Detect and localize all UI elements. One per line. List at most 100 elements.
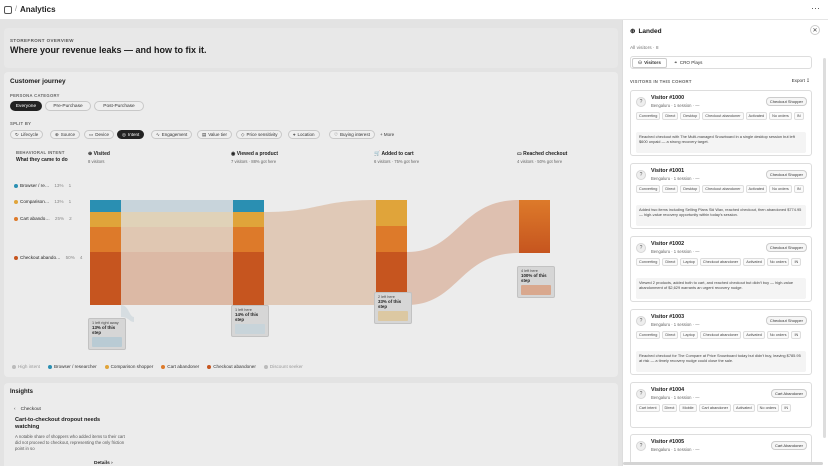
visitor-name: Visitor #1000 xyxy=(651,95,685,101)
split-source[interactable]: ⊕ Source xyxy=(50,130,81,139)
tag: IN xyxy=(791,331,802,339)
split-more[interactable]: + More xyxy=(380,132,395,137)
callout-top: 4 left here xyxy=(521,269,538,273)
split-device[interactable]: ▭ Device xyxy=(84,130,115,139)
visitor-name: Visitor #1001 xyxy=(651,168,685,174)
link-icon: ⚭ xyxy=(673,59,678,65)
stage-viewed-product-sub: 7 visitors · 88% got here xyxy=(231,159,277,164)
callout-mini-bar xyxy=(235,324,265,334)
visitor-tags: Converting Direct Laptop Checkout abandoner… xyxy=(636,331,808,339)
callout-mini-bar xyxy=(521,285,551,295)
visitor-card[interactable]: ? Visitor #1001 Bengaluru · 1 session · … xyxy=(630,163,812,229)
intent-row-browser[interactable]: Browser / re… 13% 1 xyxy=(14,183,71,188)
dropoff-callout-viewed: 1 left here 14% of this step xyxy=(231,305,269,337)
callout-top: 2 left here xyxy=(378,295,395,299)
visitor-tags: Converting Direct Desktop Checkout abandone… xyxy=(636,112,808,120)
tag: Laptop xyxy=(680,258,698,266)
intent-name: Browser / re… xyxy=(20,183,50,188)
device-icon: ▭ xyxy=(89,131,94,137)
segment-checkout-abandoner xyxy=(233,252,264,305)
legend-high-intent: High intent xyxy=(12,364,40,369)
details-label: Details xyxy=(94,461,110,466)
persona-everyone[interactable]: Everyone xyxy=(10,101,42,111)
split-location[interactable]: ⌖ Location xyxy=(288,130,320,139)
tag: Cart abandoner xyxy=(698,404,732,412)
visitor-card[interactable]: ? Visitor #1000 Bengaluru · 1 session · … xyxy=(630,90,812,156)
intent-dot xyxy=(14,216,18,221)
intent-question: What they came to do xyxy=(16,157,68,163)
visitor-name: Visitor #1003 xyxy=(651,314,685,320)
bar-reached-checkout[interactable] xyxy=(519,200,550,253)
segment-comparison xyxy=(376,200,407,226)
stage-viewed-product-label: Viewed a product xyxy=(236,151,279,157)
sankey-flows xyxy=(121,200,519,322)
split-source-label: Source xyxy=(60,132,76,137)
intent-row-checkout-abandoner[interactable]: Checkout abando… 50% 4 xyxy=(14,255,82,260)
bar-visited[interactable] xyxy=(90,200,121,305)
insights-title: Insights xyxy=(10,389,34,395)
visitor-tags: Converting Direct Desktop Checkout abandone… xyxy=(636,185,808,193)
chevron-left-icon[interactable]: ‹ xyxy=(14,407,16,412)
flow-drop-browser xyxy=(121,305,134,322)
visitor-badge: Checkout Shopper xyxy=(765,170,807,179)
visitor-card[interactable]: ? Visitor #1004 Bengaluru · 1 session · … xyxy=(630,382,812,428)
flow-browser xyxy=(121,200,233,212)
callout-main: 13% of this step xyxy=(92,325,116,335)
tag: No orders xyxy=(756,404,780,412)
intent-dot xyxy=(14,199,18,204)
tag: Cart intent xyxy=(636,404,660,412)
callout-top: 1 left here xyxy=(235,308,252,312)
tab-visitors[interactable]: ⚇ Visitors xyxy=(632,57,667,68)
legend-swatch xyxy=(207,364,212,369)
avatar: ? xyxy=(636,97,646,107)
split-device-label: Device xyxy=(95,132,110,137)
customer-journey-card: Customer journey PERSONA CATEGORY Everyo… xyxy=(4,72,618,377)
landed-icon: ⊕ xyxy=(630,28,636,35)
persona-pre-purchase[interactable]: Pre-Purchase xyxy=(45,101,91,111)
intent-row-cart-abandoner[interactable]: Cart abando… 25% 2 xyxy=(14,216,72,221)
split-engagement[interactable]: ∿ Engagement xyxy=(151,130,193,139)
panel-scrollbar[interactable] xyxy=(823,58,826,438)
dropoff-callout-cart: 2 left here 33% of this step xyxy=(374,292,412,324)
visitor-note: Viewed 2 products, added both to cart, a… xyxy=(636,278,806,299)
visitor-card[interactable]: ? Visitor #1005 Bengaluru · 1 session · … xyxy=(630,434,812,464)
intent-icon: ◎ xyxy=(122,131,126,137)
export-button[interactable]: Export ↧ xyxy=(792,78,810,84)
tag: Activated xyxy=(743,258,765,266)
panel-horizontal-scrollbar[interactable] xyxy=(623,462,823,465)
insights-card: Insights ‹ Checkout Cart-to-checkout drop… xyxy=(4,383,618,466)
panel-title: ⊕ Landed xyxy=(630,27,662,36)
insight-category[interactable]: ‹ Checkout xyxy=(14,407,41,412)
segment-checkout-abandoner xyxy=(90,252,121,305)
tag: Checkout abandoner xyxy=(699,331,742,339)
panel-tabs: ⚇ Visitors ⚭ CRO Plays xyxy=(630,56,812,69)
split-intent[interactable]: ◎ Intent xyxy=(117,130,145,139)
location-pin-icon: ⌖ xyxy=(293,132,296,137)
value-tier-icon: ▤ xyxy=(202,131,207,137)
visitor-badge: Cart Abandoner xyxy=(770,441,807,450)
intent-row-comparison[interactable]: Comparison… 13% 1 xyxy=(14,199,71,204)
tag: Direct xyxy=(662,331,679,339)
legend-label: High intent xyxy=(18,364,40,369)
insight-details-link[interactable]: Details › xyxy=(94,461,113,466)
visitor-card[interactable]: ? Visitor #1003 Bengaluru · 1 session · … xyxy=(630,309,812,375)
visitor-meta: Bengaluru · 1 session · — xyxy=(651,395,700,400)
close-icon[interactable]: ✕ xyxy=(810,25,820,35)
bar-viewed-product[interactable] xyxy=(233,200,264,305)
split-value-tier[interactable]: ▤ Value tier xyxy=(197,130,232,139)
visitor-meta: Bengaluru · 1 session · — xyxy=(651,249,700,254)
visitor-badge: Checkout Shopper xyxy=(765,243,807,252)
persona-post-purchase[interactable]: Post-Purchase xyxy=(94,101,144,111)
bar-added-to-cart[interactable] xyxy=(376,200,407,305)
panel-title-label: Landed xyxy=(638,27,662,35)
tag: Converting xyxy=(636,112,661,120)
avatar: ? xyxy=(636,170,646,180)
segment-cart-abandoner xyxy=(233,227,264,252)
split-buying-interest[interactable]: ♡ Buying interest xyxy=(329,130,375,139)
more-icon[interactable]: ⋯ xyxy=(811,3,820,13)
visitor-card[interactable]: ? Visitor #1002 Bengaluru · 1 session · … xyxy=(630,236,812,302)
segment-comparison xyxy=(90,212,121,227)
tab-cro-plays[interactable]: ⚭ CRO Plays xyxy=(669,58,708,68)
split-price-sensitivity[interactable]: ◇ Price sensitivity xyxy=(236,130,283,139)
split-lifecycle[interactable]: ↻ Lifecycle xyxy=(10,130,44,139)
